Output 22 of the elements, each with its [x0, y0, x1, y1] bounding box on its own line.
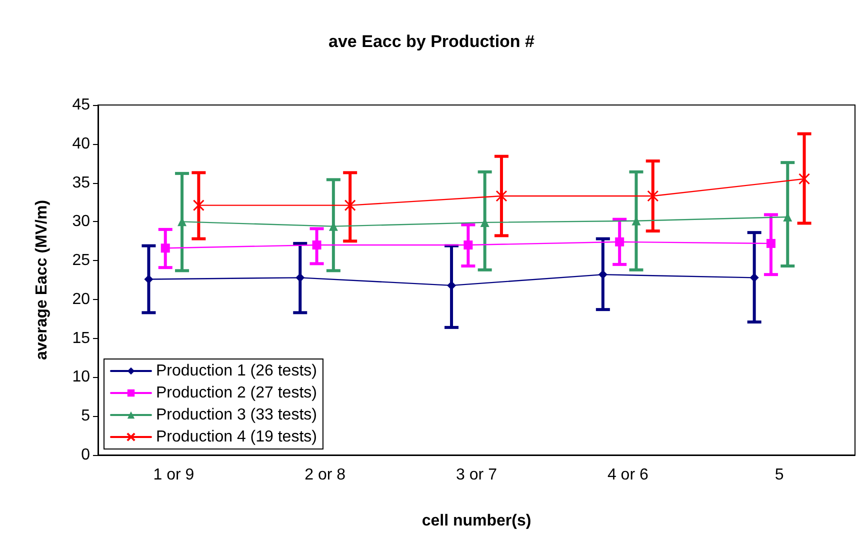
x-tick-label: 5 [774, 466, 784, 484]
legend-label: Production 4 (19 tests) [156, 428, 317, 446]
y-tick-label: 30 [72, 213, 90, 230]
legend-label: Production 2 (27 tests) [156, 384, 317, 402]
y-tick-label: 45 [72, 96, 90, 114]
x-tick-label: 1 or 9 [153, 466, 194, 484]
x-axis-title: cell number(s) [422, 512, 532, 530]
x-tick-label: 4 or 6 [607, 466, 648, 484]
y-tick-label: 10 [72, 368, 90, 386]
y-tick-label: 25 [72, 252, 90, 270]
y-tick-label: 15 [72, 330, 90, 347]
legend-label: Production 3 (33 tests) [156, 406, 317, 424]
y-tick-label: 40 [72, 135, 90, 152]
y-tick-label: 35 [72, 174, 90, 192]
chart-title: ave Eacc by Production # [328, 32, 536, 51]
y-axis-title: average Eacc (MV/m) [34, 200, 50, 360]
x-tick-label: 3 or 7 [456, 466, 498, 484]
y-tick-label: 20 [72, 290, 90, 308]
legend-label: Production 1 (26 tests) [156, 362, 317, 380]
x-tick-label: 2 or 8 [304, 466, 346, 484]
y-tick-label: 0 [81, 446, 90, 464]
y-tick-label: 5 [81, 408, 90, 425]
